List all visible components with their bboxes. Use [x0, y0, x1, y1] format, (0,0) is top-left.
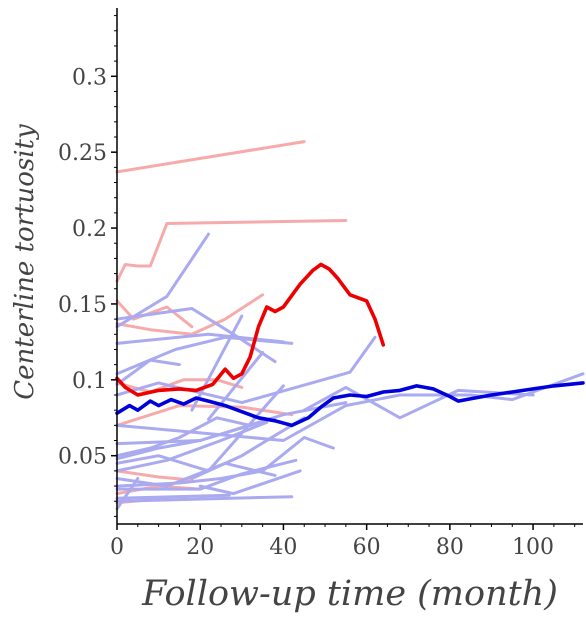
group-a-individual-line-2 [115, 219, 348, 283]
y-tick-label: 0.15 [58, 293, 107, 318]
y-tick-label: 0.1 [72, 369, 107, 394]
x-tick-label: 60 [353, 535, 381, 560]
y-tick-label: 0.25 [58, 141, 107, 166]
x-tick-label: 20 [186, 535, 214, 560]
group-a-individual-line-4 [115, 293, 265, 336]
group-b-individual-line-23 [115, 477, 140, 511]
group-b-mean-line [115, 381, 585, 428]
group-a-individual-line-6 [115, 404, 294, 427]
group-b-individual-line-11 [302, 385, 535, 420]
group-a-individual-line-1 [115, 140, 306, 174]
x-tick-label: 0 [110, 535, 124, 560]
axis-ticks: 0.05 0.1 0.15 0.2 0.25 0.3 0 20 40 60 80 100 [58, 15, 576, 560]
group-a-mean-line [115, 262, 386, 397]
x-tick-label: 100 [512, 535, 554, 560]
mean-series-group [115, 262, 585, 428]
x-tick-label: 80 [436, 535, 464, 560]
group-b-individual-line-20 [115, 458, 298, 491]
group-b-individual-line-5 [115, 335, 294, 376]
group-b-individual-line-14 [115, 416, 252, 458]
group-b-individual-line-22 [115, 495, 294, 503]
y-tick-label: 0.2 [72, 217, 107, 242]
group-b-individual-line-21 [115, 493, 231, 500]
y-tick-label: 0.05 [58, 445, 107, 470]
group-b-individual-line-19 [198, 469, 302, 496]
y-axis-title: Centerline tortuosity [10, 124, 40, 400]
x-axis-title: Follow-up time (month) [141, 574, 558, 614]
plot-background [117, 8, 583, 524]
x-tick-label: 40 [269, 535, 297, 560]
group-b-individual-line-18 [115, 461, 277, 488]
group-b-individual-line-15 [115, 384, 285, 473]
group-b-individual-line-12 [115, 416, 277, 461]
group-b-individual-line-8 [207, 351, 265, 421]
group-b-individual-line-6 [115, 335, 377, 405]
group-b-individual-line-9 [115, 372, 585, 442]
y-tick-label: 0.3 [72, 65, 107, 90]
group-b-individual-line-7 [190, 314, 244, 412]
group-a-individual-line-8 [115, 469, 194, 482]
